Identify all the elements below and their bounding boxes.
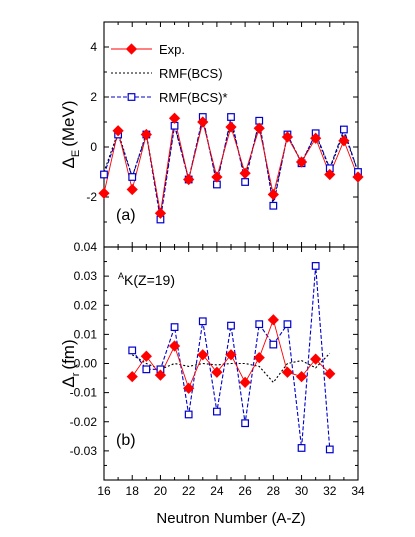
x-tick-label: 28 — [267, 484, 281, 498]
x-axis-label: Neutron Number (A-Z) — [156, 510, 305, 527]
panel-label-a: (a) — [116, 207, 136, 224]
data-point-rmf-bcs- — [311, 262, 320, 270]
data-point-rmf-bcs- — [325, 445, 334, 454]
data-point-rmf-bcs- — [283, 320, 292, 329]
y-tick-label: 4 — [90, 40, 97, 54]
data-point-exp- — [112, 125, 124, 137]
data-point-rmf-bcs- — [128, 173, 137, 181]
nucleus-annotation: AK(Z=19) — [118, 271, 175, 288]
data-point-exp- — [197, 116, 209, 128]
x-tick-label: 16 — [97, 484, 111, 498]
y-tick-label: 2 — [90, 90, 97, 104]
data-point-exp- — [183, 382, 195, 394]
data-point-exp- — [126, 183, 138, 196]
y-tick-label: -0.02 — [70, 415, 98, 429]
legend-label: RMF(BCS)* — [159, 90, 228, 105]
panel-label-b: (b) — [116, 432, 136, 449]
data-point-exp- — [126, 370, 138, 383]
panel-a: -2 0 2 4 ΔE(MeV) (a) Exp. RMF(BCS) RMF(BCS)* — [59, 21, 364, 248]
data-point-exp- — [168, 340, 181, 352]
data-point-rmf-bcs- — [227, 113, 235, 121]
data-point-rmf-bcs- — [241, 419, 250, 428]
data-point-exp- — [98, 187, 110, 199]
data-point-exp- — [239, 376, 251, 389]
data-point-exp- — [154, 369, 167, 381]
y-tick-label: 0.00 — [74, 357, 98, 371]
data-point-exp- — [225, 121, 237, 133]
y-tick-label: 0 — [90, 140, 97, 154]
legend-label: RMF(BCS) — [159, 66, 223, 81]
data-point-exp- — [281, 131, 294, 143]
data-point-rmf-bcs- — [198, 317, 207, 326]
data-point-exp- — [168, 112, 181, 124]
legend: Exp. RMF(BCS) RMF(BCS)* — [111, 42, 228, 105]
data-point-rmf-bcs- — [100, 170, 108, 179]
y-tick-label: 0.01 — [74, 327, 98, 341]
legend-marker — [127, 93, 136, 101]
data-point-rmf-bcs- — [227, 321, 235, 330]
x-tick-label: 24 — [210, 484, 224, 498]
legend-marker — [125, 43, 138, 55]
data-point-rmf-bcs- — [128, 346, 137, 355]
y-tick-label: 0.02 — [74, 298, 98, 312]
data-point-rmf-bcs- — [269, 201, 278, 210]
data-point-rmf-bcs- — [269, 340, 278, 349]
y-tick-label: -2 — [86, 190, 97, 204]
data-point-exp- — [295, 156, 308, 168]
data-point-exp- — [281, 366, 294, 378]
data-point-rmf-bcs- — [255, 320, 264, 329]
data-point-rmf-bcs- — [142, 365, 151, 374]
x-tick-label: 22 — [182, 484, 196, 498]
data-point-rmf-bcs- — [170, 323, 179, 331]
data-point-exp- — [154, 207, 167, 219]
data-point-rmf-bcs- — [241, 178, 250, 186]
data-point-exp- — [253, 122, 265, 134]
data-point-exp- — [211, 366, 223, 378]
x-tick-label: 32 — [323, 484, 337, 498]
data-point-exp- — [267, 314, 279, 326]
data-point-exp- — [140, 350, 152, 362]
data-point-rmf-bcs- — [297, 444, 306, 452]
y-tick-label: -0.01 — [70, 386, 98, 400]
data-point-exp- — [352, 171, 364, 183]
y-axis-label: Δr(fm) — [59, 339, 82, 387]
y-tick-label: 0.04 — [74, 240, 98, 254]
data-point-exp- — [183, 173, 195, 186]
data-point-rmf-bcs- — [184, 410, 193, 419]
x-tick-label: 26 — [238, 484, 252, 498]
x-tick-label: 34 — [351, 484, 365, 498]
data-point-rmf-bcs- — [212, 407, 221, 416]
data-point-exp- — [211, 171, 223, 183]
data-point-rmf-bcs- — [339, 125, 348, 134]
data-point-exp- — [295, 370, 308, 383]
data-point-exp- — [253, 352, 265, 364]
series-line-rmf-bcs--b — [131, 265, 331, 450]
data-point-exp- — [267, 188, 279, 201]
data-point-exp- — [324, 168, 336, 181]
data-point-exp- — [140, 128, 152, 141]
panel-b: -0.03 -0.02 -0.01 0.00 0.01 0.02 0.03 0.04 16 18 2… — [59, 240, 365, 527]
x-tick-label: 30 — [295, 484, 309, 498]
series-line-rmf-bcs--b — [131, 352, 331, 384]
data-point-exp- — [197, 349, 209, 361]
data-point-exp- — [310, 132, 322, 144]
x-tick-label: 18 — [126, 484, 140, 498]
data-point-exp- — [310, 353, 322, 365]
y-tick-label: -0.03 — [70, 444, 98, 458]
data-point-exp- — [324, 368, 336, 380]
x-tick-label: 20 — [154, 484, 168, 498]
y-axis-label: ΔE(MeV) — [59, 101, 82, 169]
y-tick-label: 0.03 — [74, 269, 98, 283]
legend-label: Exp. — [159, 42, 185, 57]
data-point-exp- — [225, 349, 237, 361]
data-point-exp- — [338, 135, 350, 147]
data-point-exp- — [239, 167, 251, 179]
